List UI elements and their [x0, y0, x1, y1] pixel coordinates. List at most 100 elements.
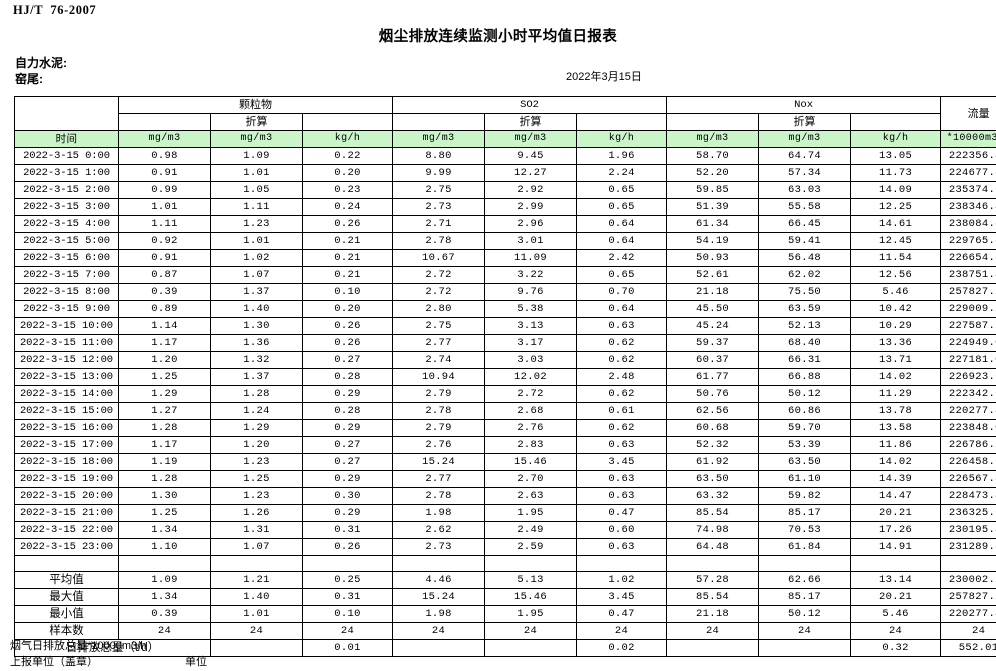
- cell-time: 2022-3-15 13:00: [14, 368, 119, 386]
- cell-so2-1: 2.92: [484, 181, 578, 199]
- cell-pm-2: 0.21: [301, 266, 394, 284]
- cell-time: 2022-3-15 19:00: [14, 470, 119, 488]
- cell-so2-1: 11.09: [484, 249, 578, 267]
- table-row: 2022-3-15 17:00 1.17 1.20 0.27 2.76 2.83 0.63 5…: [14, 436, 996, 454]
- summary-nox-2: 24: [850, 622, 942, 640]
- cell-pm-0: 1.34: [118, 521, 211, 539]
- cell-so2-0: 10.67: [392, 249, 486, 267]
- summary-so2-2: 1.02: [576, 571, 668, 589]
- cell-pm-0: 0.98: [118, 147, 211, 165]
- cell-pm-1: 1.40: [210, 300, 303, 318]
- table-row: 2022-3-15 3:00 1.01 1.11 0.24 2.73 2.99 0.65 51…: [14, 198, 996, 216]
- cell-so2-0: 1.98: [392, 504, 486, 522]
- unit-pm-mass: kg/h: [301, 130, 394, 148]
- cell-so2-1: 2.96: [484, 215, 578, 233]
- group-header-flow: 流量: [940, 96, 996, 131]
- cell-time: 2022-3-15 11:00: [14, 334, 119, 352]
- summary-row: 样本数2424242424242424242424242424: [14, 622, 996, 640]
- subheader-nox-converted: 折算: [758, 113, 852, 131]
- spacer-cell-4: [392, 555, 486, 572]
- cell-so2-2: 0.70: [576, 283, 668, 301]
- table-row: 2022-3-15 1:00 0.91 1.01 0.20 9.99 12.27 2.24 5…: [14, 164, 996, 182]
- cell-pm-0: 1.20: [118, 351, 211, 369]
- summary-pm-0: 1.09: [118, 571, 211, 589]
- daily-total-flow: 552.01: [940, 639, 996, 657]
- cell-pm-1: 1.31: [210, 521, 303, 539]
- cell-time: 2022-3-15 3:00: [14, 198, 119, 216]
- cell-pm-2: 0.31: [301, 521, 394, 539]
- unit-so2-raw: mg/m3: [392, 130, 486, 148]
- cell-pm-2: 0.29: [301, 385, 394, 403]
- cell-flow: 235374.60: [940, 181, 996, 199]
- daily-total-nox-converted: [758, 639, 852, 657]
- cell-pm-2: 0.22: [301, 147, 394, 165]
- cell-pm-0: 1.25: [118, 504, 211, 522]
- cell-pm-2: 0.26: [301, 317, 394, 335]
- cell-pm-0: 0.39: [118, 283, 211, 301]
- table-row: 2022-3-15 13:00 1.25 1.37 0.28 10.94 12.02 2.4…: [14, 368, 996, 386]
- cell-so2-2: 0.62: [576, 334, 668, 352]
- cell-nox-2: 10.29: [850, 317, 942, 335]
- cell-time: 2022-3-15 23:00: [14, 538, 119, 556]
- cell-so2-0: 15.24: [392, 453, 486, 471]
- subheader-pm-mass: [301, 113, 394, 131]
- summary-nox-1: 24: [758, 622, 852, 640]
- report-date: 2022年3月15日: [566, 71, 642, 83]
- organization-label: 自力水泥:: [15, 56, 67, 70]
- cell-nox-2: 11.29: [850, 385, 942, 403]
- summary-nox-0: 21.18: [666, 605, 760, 623]
- cell-so2-1: 2.83: [484, 436, 578, 454]
- cell-nox-1: 75.50: [758, 283, 852, 301]
- cell-pm-1: 1.23: [210, 215, 303, 233]
- cell-flow: 226458.60: [940, 453, 996, 471]
- spacer-cell-7: [666, 555, 760, 572]
- summary-so2-2: 3.45: [576, 588, 668, 606]
- cell-so2-0: 2.79: [392, 385, 486, 403]
- cell-nox-0: 61.34: [666, 215, 760, 233]
- summary-pm-1: 1.01: [210, 605, 303, 623]
- summary-label: 最小值: [14, 605, 119, 623]
- unit-nox-raw: mg/m3: [666, 130, 760, 148]
- cell-flow: 226786.20: [940, 436, 996, 454]
- cell-so2-2: 2.42: [576, 249, 668, 267]
- spacer-cell-3: [301, 555, 394, 572]
- unit-flow: *10000m3/h: [940, 130, 996, 148]
- cell-nox-1: 85.17: [758, 504, 852, 522]
- cell-pm-1: 1.30: [210, 317, 303, 335]
- cell-so2-0: 2.72: [392, 283, 486, 301]
- cell-so2-1: 2.76: [484, 419, 578, 437]
- cell-pm-2: 0.28: [301, 402, 394, 420]
- cell-pm-0: 1.17: [118, 436, 211, 454]
- cell-nox-1: 56.48: [758, 249, 852, 267]
- cell-so2-2: 0.47: [576, 504, 668, 522]
- summary-pm-0: 0.39: [118, 605, 211, 623]
- cell-pm-1: 1.01: [210, 164, 303, 182]
- cell-so2-0: 2.72: [392, 266, 486, 284]
- cell-so2-2: 0.63: [576, 487, 668, 505]
- summary-row: 最小值 0.39 1.01 0.10 1.98 1.95 0.47 21.18 50.12 5.4…: [14, 605, 996, 623]
- cell-time: 2022-3-15 9:00: [14, 300, 119, 318]
- cell-pm-0: 1.10: [118, 538, 211, 556]
- summary-pm-2: 0.31: [301, 588, 394, 606]
- cell-flow: 222342.60: [940, 385, 996, 403]
- cell-pm-1: 1.23: [210, 453, 303, 471]
- cell-pm-0: 1.19: [118, 453, 211, 471]
- group-header-so2: SO2: [392, 96, 668, 114]
- cell-nox-2: 13.36: [850, 334, 942, 352]
- summary-nox-2: 5.46: [850, 605, 942, 623]
- cell-so2-2: 0.65: [576, 266, 668, 284]
- cell-so2-0: 2.78: [392, 232, 486, 250]
- cell-time: 2022-3-15 16:00: [14, 419, 119, 437]
- cell-time: 2022-3-15 0:00: [14, 147, 119, 165]
- summary-flow: 230002.25: [940, 571, 996, 589]
- cell-flow: 226567.80: [940, 470, 996, 488]
- table-body: 2022-3-15 0:00 0.98 1.09 0.22 8.80 9.45 1.96 58…: [14, 147, 996, 657]
- cell-so2-2: 3.45: [576, 453, 668, 471]
- cell-so2-2: 0.62: [576, 419, 668, 437]
- cell-nox-0: 61.92: [666, 453, 760, 471]
- cell-flow: 230195.40: [940, 521, 996, 539]
- cell-nox-1: 66.31: [758, 351, 852, 369]
- cell-so2-0: 8.80: [392, 147, 486, 165]
- cell-so2-1: 2.70: [484, 470, 578, 488]
